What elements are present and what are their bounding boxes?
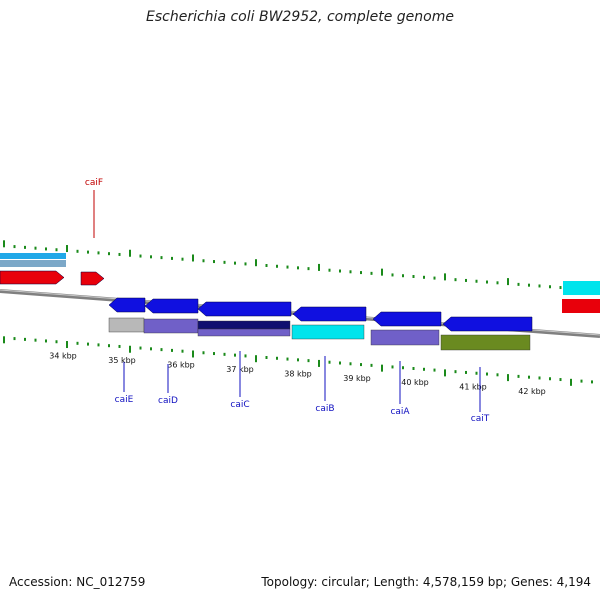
kbp-label: 41 kbp [459,382,487,391]
map-title: Escherichia coli BW2952, complete genome [146,9,454,25]
upper-strip [0,260,66,267]
caia-gene-arrow [372,311,442,327]
feature-block [108,317,145,333]
feature-block [197,320,291,330]
feature-block [197,328,291,337]
kbp-label: 38 kbp [284,369,312,378]
cait-label: caiT [471,414,490,424]
caid-gene-arrow [144,298,199,314]
forward-gene-arrow [0,270,65,285]
genome-summary-text: Topology: circular; Length: 4,578,159 bp… [261,575,591,589]
kbp-label: 40 kbp [401,378,429,387]
caic-gene-arrow [197,301,292,317]
right-cyan-block [563,281,600,295]
caid-label: caiD [158,396,178,406]
kbp-label: 42 kbp [518,387,546,396]
caif-label: caiF [85,178,103,188]
caic-label: caiC [230,400,249,410]
caie-gene-arrow [108,297,146,313]
caia-label: caiA [390,407,410,417]
kbp-label: 35 kbp [108,356,136,365]
feature-block [143,318,199,334]
kbp-label: 36 kbp [167,361,195,370]
caib-label: caiB [315,404,334,414]
feature-block [291,324,365,340]
forward-gene-block [562,299,600,313]
cait-gene-arrow [442,316,533,332]
kbp-label: 34 kbp [49,352,77,361]
upper-strip [0,253,66,259]
accession-text: Accession: NC_012759 [9,575,146,589]
caie-label: caiE [115,395,134,405]
feature-block [440,334,531,351]
caib-gene-arrow [292,306,367,322]
caif-gene-arrow [80,271,105,286]
kbp-label: 39 kbp [343,374,371,383]
feature-block [370,329,440,346]
